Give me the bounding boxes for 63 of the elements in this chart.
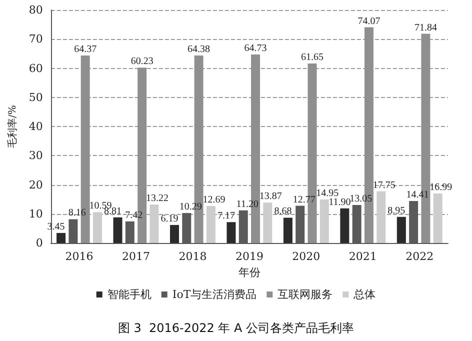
y-tick-label: 50 [28,90,43,104]
legend-label: 总体 [352,288,376,301]
y-tick-label: 40 [28,120,43,133]
bar [92,212,102,243]
data-label: 13.22 [146,192,168,204]
y-tick-label: 30 [28,149,43,162]
data-label: 8.16 [68,208,86,219]
data-label: 14.95 [316,188,339,199]
bar [263,202,272,243]
data-label: 10.29 [179,202,202,213]
bar [170,224,179,243]
data-label: 11.20 [236,198,258,210]
bar [226,222,236,243]
y-tick-label: 70 [28,32,43,46]
data-label: 8.81 [104,206,122,217]
y-axis-title: 毛利率/% [6,105,18,148]
data-label: 17.75 [372,180,396,191]
x-tick-label: 2017 [122,250,150,263]
data-label: 7.42 [125,210,143,221]
y-tick-label: 10 [28,207,43,220]
data-label: 60.23 [130,56,154,68]
x-tick-label: 2022 [406,250,434,263]
x-tick-label: 2020 [292,250,320,263]
data-label: 64.73 [244,42,267,54]
data-label: 8.68 [274,206,292,218]
data-label: 61.65 [301,52,324,63]
bar [320,199,329,243]
bar [56,232,66,243]
data-label: 7.17 [217,210,235,222]
data-label: 13.05 [350,193,372,204]
bar [150,204,159,243]
y-tick-label: 80 [28,4,43,16]
y-tick-label: 60 [28,62,43,75]
x-tick-label: 2018 [178,250,207,263]
text: 图 3 2016-2022 年 A 公司各类产品毛利率 [118,321,354,335]
bar [340,208,350,243]
data-label: 74.07 [358,16,380,27]
data-label: 64.38 [188,44,210,55]
data-label: 64.37 [74,44,97,56]
bar [376,191,386,243]
data-label: 14.41 [406,190,429,201]
bar [206,206,216,243]
x-tick-label: 2019 [235,250,264,263]
x-axis-title: 年份 [238,266,260,279]
legend-label: 智能手机 [107,288,152,301]
bar [283,218,292,243]
data-label: 12.69 [202,194,226,206]
y-tick-label: 20 [28,178,43,192]
y-tick-label: 0 [36,236,43,250]
x-tick-label: 2021 [348,250,377,263]
x-tick-label: 2016 [65,250,94,263]
data-label: 8.95 [388,205,406,216]
bar [433,194,442,243]
bar [113,217,122,243]
data-label: 6.19 [160,213,178,224]
data-label: 13.87 [259,191,282,202]
data-label: 16.99 [430,182,452,194]
legend-label: 互联网服务 [278,288,333,301]
legend-label: IoT与生活消费品 [172,288,257,301]
data-label: 12.77 [292,194,316,206]
data-label: 71.84 [414,22,437,34]
bar [396,216,406,243]
data-label: 11.90 [328,196,351,208]
